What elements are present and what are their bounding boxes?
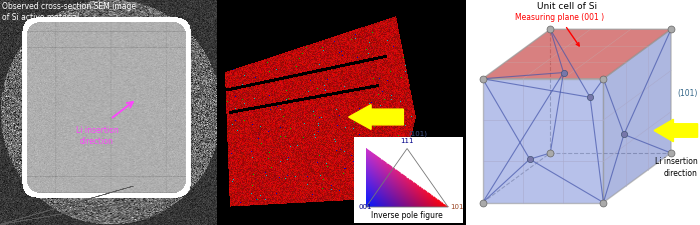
Text: 001: 001 <box>358 204 372 210</box>
FancyArrow shape <box>654 119 698 142</box>
Text: Li insertion
direction: Li insertion direction <box>76 126 118 146</box>
Text: (101): (101) <box>677 89 698 98</box>
FancyArrow shape <box>349 105 403 129</box>
Text: Inverse pole figure: Inverse pole figure <box>371 212 443 220</box>
Text: Unit cell of Si: Unit cell of Si <box>537 2 597 11</box>
FancyBboxPatch shape <box>354 137 463 223</box>
Text: EBSD measurement result: EBSD measurement result <box>220 1 330 10</box>
Polygon shape <box>217 0 466 225</box>
Polygon shape <box>483 79 603 202</box>
Text: Li insertion
direction: Li insertion direction <box>408 72 451 92</box>
Text: 111: 111 <box>400 138 414 144</box>
Text: 101: 101 <box>451 204 464 210</box>
Polygon shape <box>603 29 671 202</box>
Polygon shape <box>483 29 671 79</box>
Text: Measuring plane (001 ): Measuring plane (001 ) <box>515 14 605 46</box>
Text: Li insertion
direction: Li insertion direction <box>654 158 698 178</box>
Text: (101): (101) <box>408 130 427 137</box>
Text: Observed cross-section SEM image
of Si active material: Observed cross-section SEM image of Si a… <box>2 2 136 22</box>
